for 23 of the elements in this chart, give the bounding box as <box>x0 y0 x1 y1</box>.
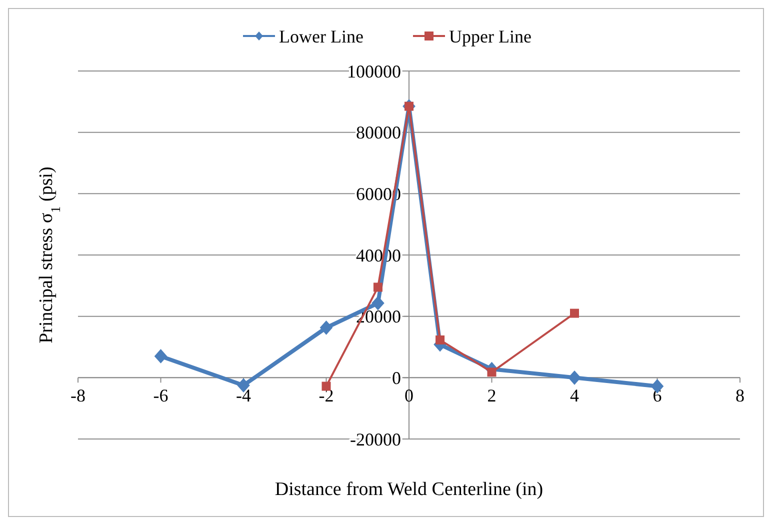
point <box>487 368 496 377</box>
y-tick-label: -20000 <box>350 429 401 450</box>
point <box>570 308 579 318</box>
x-tick-label: 8 <box>736 386 744 406</box>
legend-label: Lower Line <box>279 26 364 46</box>
x-tick-label: -8 <box>70 386 86 406</box>
point <box>320 320 333 335</box>
point <box>568 370 581 385</box>
y-tick-label: 80000 <box>356 122 401 143</box>
x-tick-label: 2 <box>487 386 496 406</box>
point <box>372 296 384 310</box>
y-tick-label: 100000 <box>347 61 401 82</box>
point <box>436 335 445 344</box>
point <box>373 282 382 292</box>
x-tick-label: 0 <box>404 386 414 406</box>
point <box>154 349 168 364</box>
x-tick-label: -4 <box>236 386 251 406</box>
legend-label: Upper Line <box>449 26 532 46</box>
y-tick-label: 0 <box>392 368 401 388</box>
x-tick-label: -6 <box>153 386 168 406</box>
x-tick-label: 4 <box>570 386 579 406</box>
point <box>404 102 414 111</box>
x-axis-title: Distance from Weld Centerline (in) <box>274 479 544 500</box>
